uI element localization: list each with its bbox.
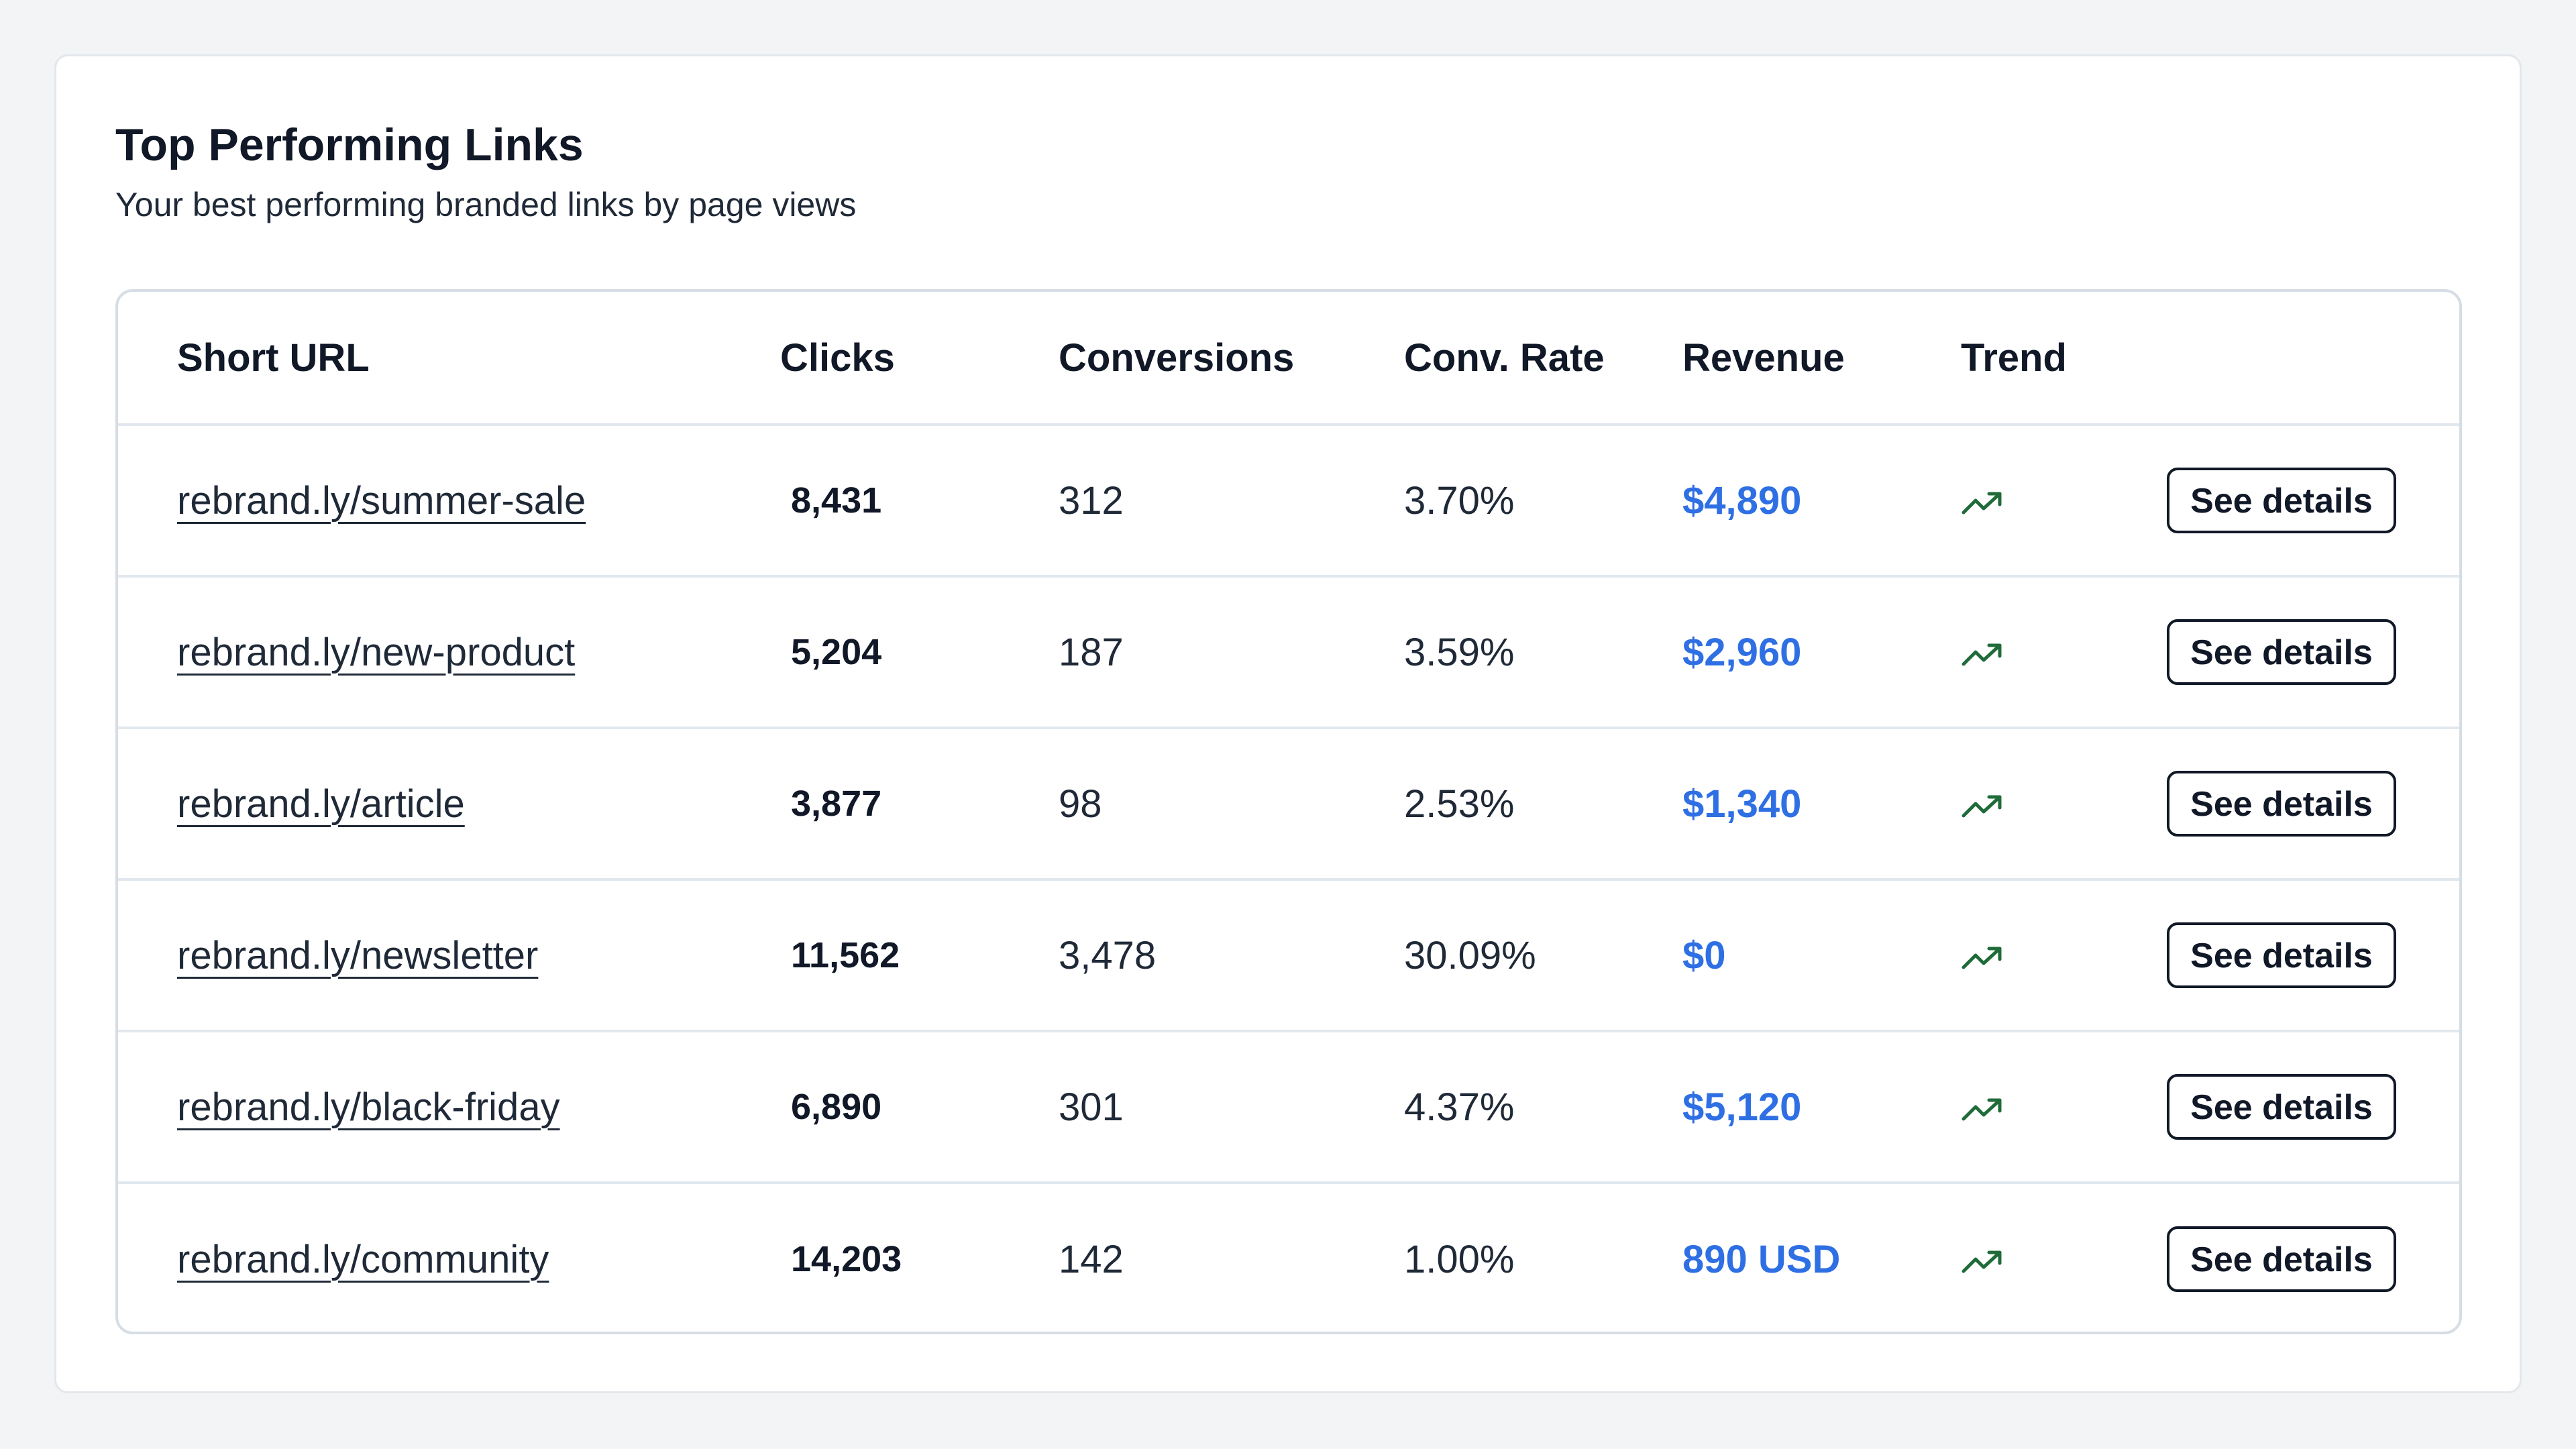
short-url-cell: rebrand.ly/article (118, 728, 780, 879)
header-short-url: Short URL (177, 335, 370, 380)
table-row: rebrand.ly/article 3,877 98 2.53% $1,340… (118, 728, 2459, 879)
conv-rate-value: 2.53% (1404, 782, 1515, 826)
revenue-value: $1,340 (1682, 782, 1802, 826)
conversions-value: 312 (1059, 478, 1124, 523)
action-cell: See details (2159, 879, 2459, 1031)
short-url-link[interactable]: rebrand.ly/black-friday (177, 1085, 560, 1129)
header-clicks: Clicks (780, 335, 895, 380)
trending-up-icon (1962, 492, 2002, 515)
top-links-card: Top Performing Links Your best performin… (54, 54, 2522, 1393)
see-details-button[interactable]: See details (2167, 1226, 2396, 1292)
table-header: Short URL Clicks Conversions Conv. Rate … (118, 292, 2459, 425)
see-details-button[interactable]: See details (2167, 468, 2396, 533)
trending-up-icon (1962, 947, 2002, 969)
clicks-value: 6,890 (791, 1087, 882, 1127)
conversions-value: 187 (1059, 630, 1124, 674)
short-url-link[interactable]: rebrand.ly/community (177, 1237, 549, 1281)
conversions-value: 3,478 (1059, 933, 1157, 977)
see-details-button[interactable]: See details (2167, 1074, 2396, 1140)
revenue-value: $5,120 (1682, 1085, 1802, 1129)
trend-cell (1961, 728, 2159, 879)
header-conversions: Conversions (1059, 335, 1295, 380)
action-cell: See details (2159, 576, 2459, 728)
short-url-link[interactable]: rebrand.ly/article (177, 782, 465, 826)
short-url-cell: rebrand.ly/community (118, 1183, 780, 1332)
conv-rate-value: 3.70% (1404, 478, 1515, 523)
conv-rate-value: 4.37% (1404, 1085, 1515, 1129)
see-details-button[interactable]: See details (2167, 619, 2396, 685)
revenue-value: $2,960 (1682, 630, 1802, 674)
action-cell: See details (2159, 425, 2459, 576)
short-url-link[interactable]: rebrand.ly/summer-sale (177, 478, 586, 523)
clicks-value: 11,562 (791, 935, 900, 975)
revenue-value: 890 USD (1682, 1237, 1841, 1281)
table-row: rebrand.ly/newsletter 11,562 3,478 30.09… (118, 879, 2459, 1031)
links-table-container: Short URL Clicks Conversions Conv. Rate … (115, 289, 2462, 1334)
short-url-link[interactable]: rebrand.ly/newsletter (177, 933, 539, 977)
conversions-value: 98 (1059, 782, 1102, 826)
revenue-value: $0 (1682, 933, 1726, 977)
short-url-cell: rebrand.ly/newsletter (118, 879, 780, 1031)
header-revenue: Revenue (1682, 335, 1845, 380)
short-url-cell: rebrand.ly/black-friday (118, 1031, 780, 1183)
trending-up-icon (1962, 643, 2002, 666)
short-url-cell: rebrand.ly/summer-sale (118, 425, 780, 576)
clicks-value: 14,203 (791, 1239, 902, 1279)
see-details-button[interactable]: See details (2167, 771, 2396, 837)
trending-up-icon (1962, 1250, 2002, 1273)
header-trend: Trend (1961, 335, 2067, 380)
conversions-value: 142 (1059, 1237, 1124, 1281)
trend-cell (1961, 576, 2159, 728)
action-cell: See details (2159, 728, 2459, 879)
clicks-value: 3,877 (791, 784, 882, 824)
links-table: Short URL Clicks Conversions Conv. Rate … (118, 292, 2459, 1332)
table-body: rebrand.ly/summer-sale 8,431 312 3.70% $… (118, 425, 2459, 1332)
conv-rate-value: 3.59% (1404, 630, 1515, 674)
trending-up-icon (1962, 795, 2002, 818)
revenue-value: $4,890 (1682, 478, 1802, 523)
trend-cell (1961, 425, 2159, 576)
header-action (2159, 292, 2459, 425)
card-title: Top Performing Links (115, 119, 584, 170)
table-row: rebrand.ly/new-product 5,204 187 3.59% $… (118, 576, 2459, 728)
trend-cell (1961, 879, 2159, 1031)
conversions-value: 301 (1059, 1085, 1124, 1129)
see-details-button[interactable]: See details (2167, 922, 2396, 988)
short-url-cell: rebrand.ly/new-product (118, 576, 780, 728)
conv-rate-value: 1.00% (1404, 1237, 1515, 1281)
trending-up-icon (1962, 1098, 2002, 1121)
trend-cell (1961, 1031, 2159, 1183)
table-row: rebrand.ly/black-friday 6,890 301 4.37% … (118, 1031, 2459, 1183)
card-subtitle: Your best performing branded links by pa… (115, 186, 857, 223)
trend-cell (1961, 1183, 2159, 1332)
clicks-value: 5,204 (791, 632, 882, 672)
table-row: rebrand.ly/community 14,203 142 1.00% 89… (118, 1183, 2459, 1332)
action-cell: See details (2159, 1031, 2459, 1183)
table-row: rebrand.ly/summer-sale 8,431 312 3.70% $… (118, 425, 2459, 576)
clicks-value: 8,431 (791, 480, 882, 521)
short-url-link[interactable]: rebrand.ly/new-product (177, 630, 576, 674)
action-cell: See details (2159, 1183, 2459, 1332)
header-conv-rate: Conv. Rate (1404, 335, 1605, 380)
header-row: Short URL Clicks Conversions Conv. Rate … (118, 292, 2459, 425)
conv-rate-value: 30.09% (1404, 933, 1536, 977)
